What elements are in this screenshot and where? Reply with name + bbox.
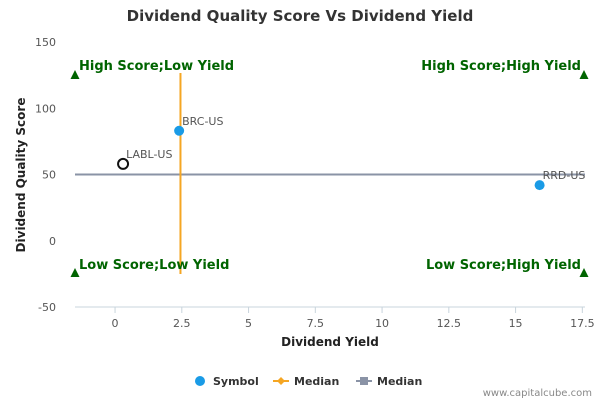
quadrant-label-top-right: High Score;High Yield <box>421 59 581 74</box>
triangle-marker <box>579 70 589 79</box>
credit-text: www.capitalcube.com <box>483 388 592 399</box>
x-tick-label: 2.5 <box>173 317 191 330</box>
legend-label[interactable]: Symbol <box>213 375 259 388</box>
legend-square-marker <box>360 377 368 385</box>
y-axis-title: Dividend Quality Score <box>14 98 28 253</box>
x-tick-label: 0 <box>112 317 119 330</box>
triangle-marker <box>579 268 589 277</box>
legend-label[interactable]: Median <box>377 375 422 388</box>
x-tick-label: 12.5 <box>437 317 462 330</box>
legend-label[interactable]: Median <box>294 375 339 388</box>
y-tick-label: 50 <box>42 169 56 182</box>
y-tick-label: 100 <box>35 102 56 115</box>
y-tick-label: -50 <box>38 301 56 314</box>
data-point-label: LABL-US <box>126 148 172 161</box>
y-tick-labels: 150 100 50 0 -50 <box>35 36 56 314</box>
data-point[interactable] <box>534 180 545 191</box>
data-point[interactable] <box>174 125 185 136</box>
x-tick-label: 7.5 <box>307 317 325 330</box>
quadrant-label-bottom-left: Low Score;Low Yield <box>79 258 229 273</box>
quadrant-label-top-left: High Score;Low Yield <box>79 59 234 74</box>
quadrant-label-bottom-right: Low Score;High Yield <box>426 258 581 273</box>
data-point[interactable] <box>117 157 130 170</box>
y-tick-label: 0 <box>49 235 56 248</box>
x-tick-label: 10 <box>375 317 389 330</box>
triangle-marker <box>70 268 80 277</box>
x-axis-title: Dividend Yield <box>281 335 379 349</box>
data-point-label: BRC-US <box>182 115 223 128</box>
quadrant-labels: High Score;Low Yield High Score;High Yiel… <box>70 59 589 277</box>
data-point-label: RRD-US <box>543 169 586 182</box>
legend-diamond-marker <box>277 377 285 385</box>
x-tick-label: 17.5 <box>570 317 595 330</box>
legend: Symbol Median Median <box>195 375 422 388</box>
y-tick-label: 150 <box>35 36 56 49</box>
x-tick-label: 5 <box>245 317 252 330</box>
median-lines <box>75 73 585 274</box>
chart-title: Dividend Quality Score Vs Dividend Yield <box>127 7 474 25</box>
triangle-marker <box>70 70 80 79</box>
x-tick-label: 15 <box>509 317 523 330</box>
x-tick-labels: 0 2.5 5 7.5 10 12.5 15 17.5 <box>112 317 595 330</box>
legend-symbol-marker <box>195 376 205 386</box>
data-points: BRC-US LABL-US RRD-US <box>117 115 586 191</box>
x-tick-marks <box>114 307 583 313</box>
